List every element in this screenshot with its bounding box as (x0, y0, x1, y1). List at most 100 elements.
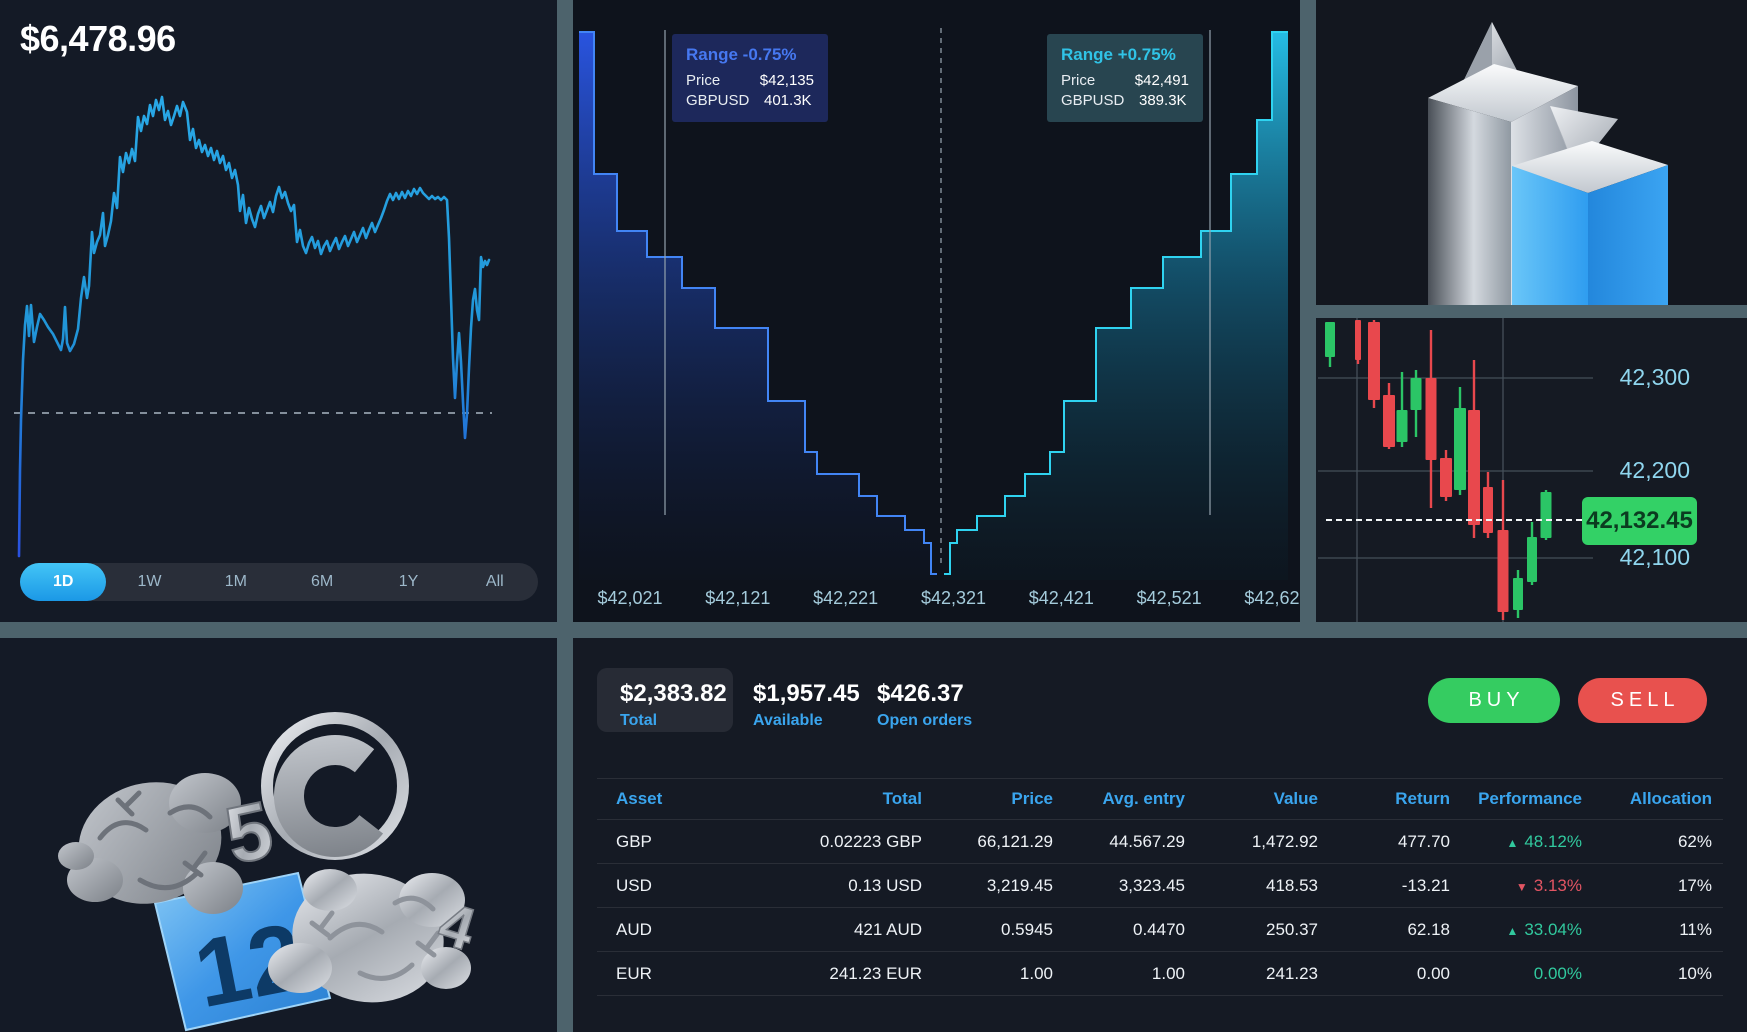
assets-table: Asset Total Price Avg. entry Value Return Perf… (597, 778, 1723, 996)
silver-ring-c (261, 712, 409, 860)
cell-return: 477.70 (1398, 831, 1450, 851)
candle-body (1368, 322, 1380, 400)
buy-button[interactable]: BUY (1428, 678, 1560, 723)
table-header-row: Asset Total Price Avg. entry Value Return Perf… (597, 778, 1723, 820)
total-value: $2,383.82 (620, 680, 727, 707)
candle-body (1425, 378, 1437, 460)
cell-allocation: 62% (1677, 831, 1712, 851)
cell-allocation: 11% (1679, 919, 1712, 939)
candle-body (1540, 492, 1552, 538)
cell-performance: ▲ 48.12% (1506, 831, 1582, 851)
candle-body (1468, 410, 1480, 525)
cell-total: 241.23 EUR (829, 963, 922, 983)
table-row[interactable]: EUR 241.23 EUR 1.00 1.00 241.23 0.00 0.00% 10% (597, 952, 1723, 996)
cell-value: 241.23 (1266, 963, 1318, 983)
triangle-down-icon: ▼ (1515, 879, 1528, 894)
column-header: Value (1273, 789, 1318, 808)
cell-price: 1.00 (1019, 963, 1053, 983)
bar-chart-3d-illustration (1428, 22, 1668, 305)
cell-total: 421 AUD (853, 919, 922, 939)
tooltip-label: Price (686, 72, 721, 89)
cell-value: 418.53 (1266, 875, 1318, 895)
cell-return: 62.18 (1407, 919, 1450, 939)
candlestick-chart (1318, 318, 1593, 622)
table-row[interactable]: USD 0.13 USD 3,219.45 3,323.45 418.53 -13.21 ▼… (597, 864, 1723, 908)
tooltip-label: GBPUSD (686, 92, 750, 109)
column-header: Allocation (1629, 789, 1712, 808)
column-header: Price (1011, 789, 1053, 808)
column-header: Total (882, 789, 922, 808)
panel-divider-vertical-right (1300, 0, 1316, 622)
candle-body (1513, 578, 1523, 610)
portfolio-value: $6,478.96 (20, 18, 176, 59)
portfolio-panel: $6,478.96 1D 1W 1M 6M 1Y All (0, 0, 557, 622)
price-axis-label: 42,100 (1619, 544, 1690, 570)
total-label: Total (620, 712, 658, 729)
cell-asset: GBP (616, 831, 652, 851)
cell-performance: ▼ 3.13% (1515, 875, 1582, 895)
table-row[interactable]: AUD 421 AUD 0.5945 0.4470 250.37 62.18 ▲ 33.04%… (597, 908, 1723, 952)
tooltip-title: Range -0.75% (686, 45, 797, 64)
asks-line (944, 31, 1288, 575)
cell-performance: 0.00% (1533, 963, 1582, 983)
tooltip-label: Price (1061, 72, 1096, 89)
cell-value: 250.37 (1266, 919, 1318, 939)
tooltip-value: $42,135 (759, 72, 814, 89)
cell-avg-entry: 1.00 (1151, 963, 1185, 983)
time-range-1m[interactable]: 1M (224, 573, 247, 590)
crumpled-ball-right (268, 869, 471, 1003)
cell-allocation: 17% (1677, 875, 1712, 895)
time-range-1d[interactable]: 1D (20, 563, 107, 601)
cell-total: 0.02223 GBP (819, 831, 922, 851)
cell-avg-entry: 3,323.45 (1118, 875, 1185, 895)
tooltip-value: $42,491 (1134, 72, 1189, 89)
candle-body (1497, 530, 1509, 612)
tooltip-value: 401.3K (764, 92, 812, 109)
summary-open-orders: $426.37 Open orders (877, 668, 972, 730)
tooltip-label: GBPUSD (1061, 92, 1125, 109)
sell-button[interactable]: SELL (1578, 678, 1707, 723)
time-range-1y[interactable]: 1Y (398, 573, 419, 590)
candle-body (1483, 487, 1493, 533)
current-price-badge: 42,132.45 (1582, 497, 1697, 545)
cell-return: -13.21 (1401, 875, 1450, 895)
cell-asset: AUD (616, 919, 652, 939)
range-tooltip-left: Range -0.75% Price $42,135 GBPUSD 401.3K (672, 34, 828, 122)
cell-avg-entry: 0.4470 (1133, 919, 1185, 939)
asks-area (944, 32, 1288, 580)
summary-available: $1,957.45 Available (753, 668, 860, 730)
open-orders-label: Open orders (877, 712, 973, 729)
available-label: Available (753, 712, 823, 729)
crumpled-ball-left (58, 773, 243, 914)
candle-body (1325, 322, 1335, 357)
cell-asset: EUR (616, 963, 652, 983)
cell-price: 0.5945 (1001, 919, 1053, 939)
cell-price: 3,219.45 (986, 875, 1053, 895)
time-range-1w[interactable]: 1W (137, 573, 162, 590)
summary-total[interactable]: $2,383.82 Total (597, 668, 733, 732)
candle-body (1383, 395, 1395, 447)
blue-12-tile: 12 (153, 871, 332, 1032)
time-range-all[interactable]: All (485, 573, 504, 590)
table-row[interactable]: GBP 0.02223 GBP 66,121.29 44.567.29 1,472.92… (597, 820, 1723, 864)
depth-x-label: $42,621 (1244, 588, 1300, 608)
tooltip-title: Range +0.75% (1061, 45, 1176, 64)
cell-return: 0.00 (1416, 963, 1450, 983)
candle-body (1440, 458, 1452, 497)
candle-body (1527, 537, 1537, 582)
numbers-3d-illustration-panel: 12 5 (0, 638, 557, 1032)
numbers-3d-illustration: 12 5 (58, 712, 484, 1032)
column-header: Return (1395, 789, 1450, 808)
candle-body (1355, 320, 1361, 360)
cell-price: 66,121.29 (977, 831, 1053, 851)
depth-x-label: $42,521 (1136, 588, 1202, 608)
candle-body (1410, 378, 1422, 410)
blue-bar-3d (1512, 106, 1668, 305)
panel-divider-vertical-left (557, 0, 573, 1032)
time-range-6m[interactable]: 6M (311, 573, 334, 590)
candle-body (1396, 410, 1408, 442)
cell-value: 1,472.92 (1251, 831, 1318, 851)
current-price-dashed-line (1326, 519, 1582, 521)
portfolio-line-chart (14, 95, 492, 558)
